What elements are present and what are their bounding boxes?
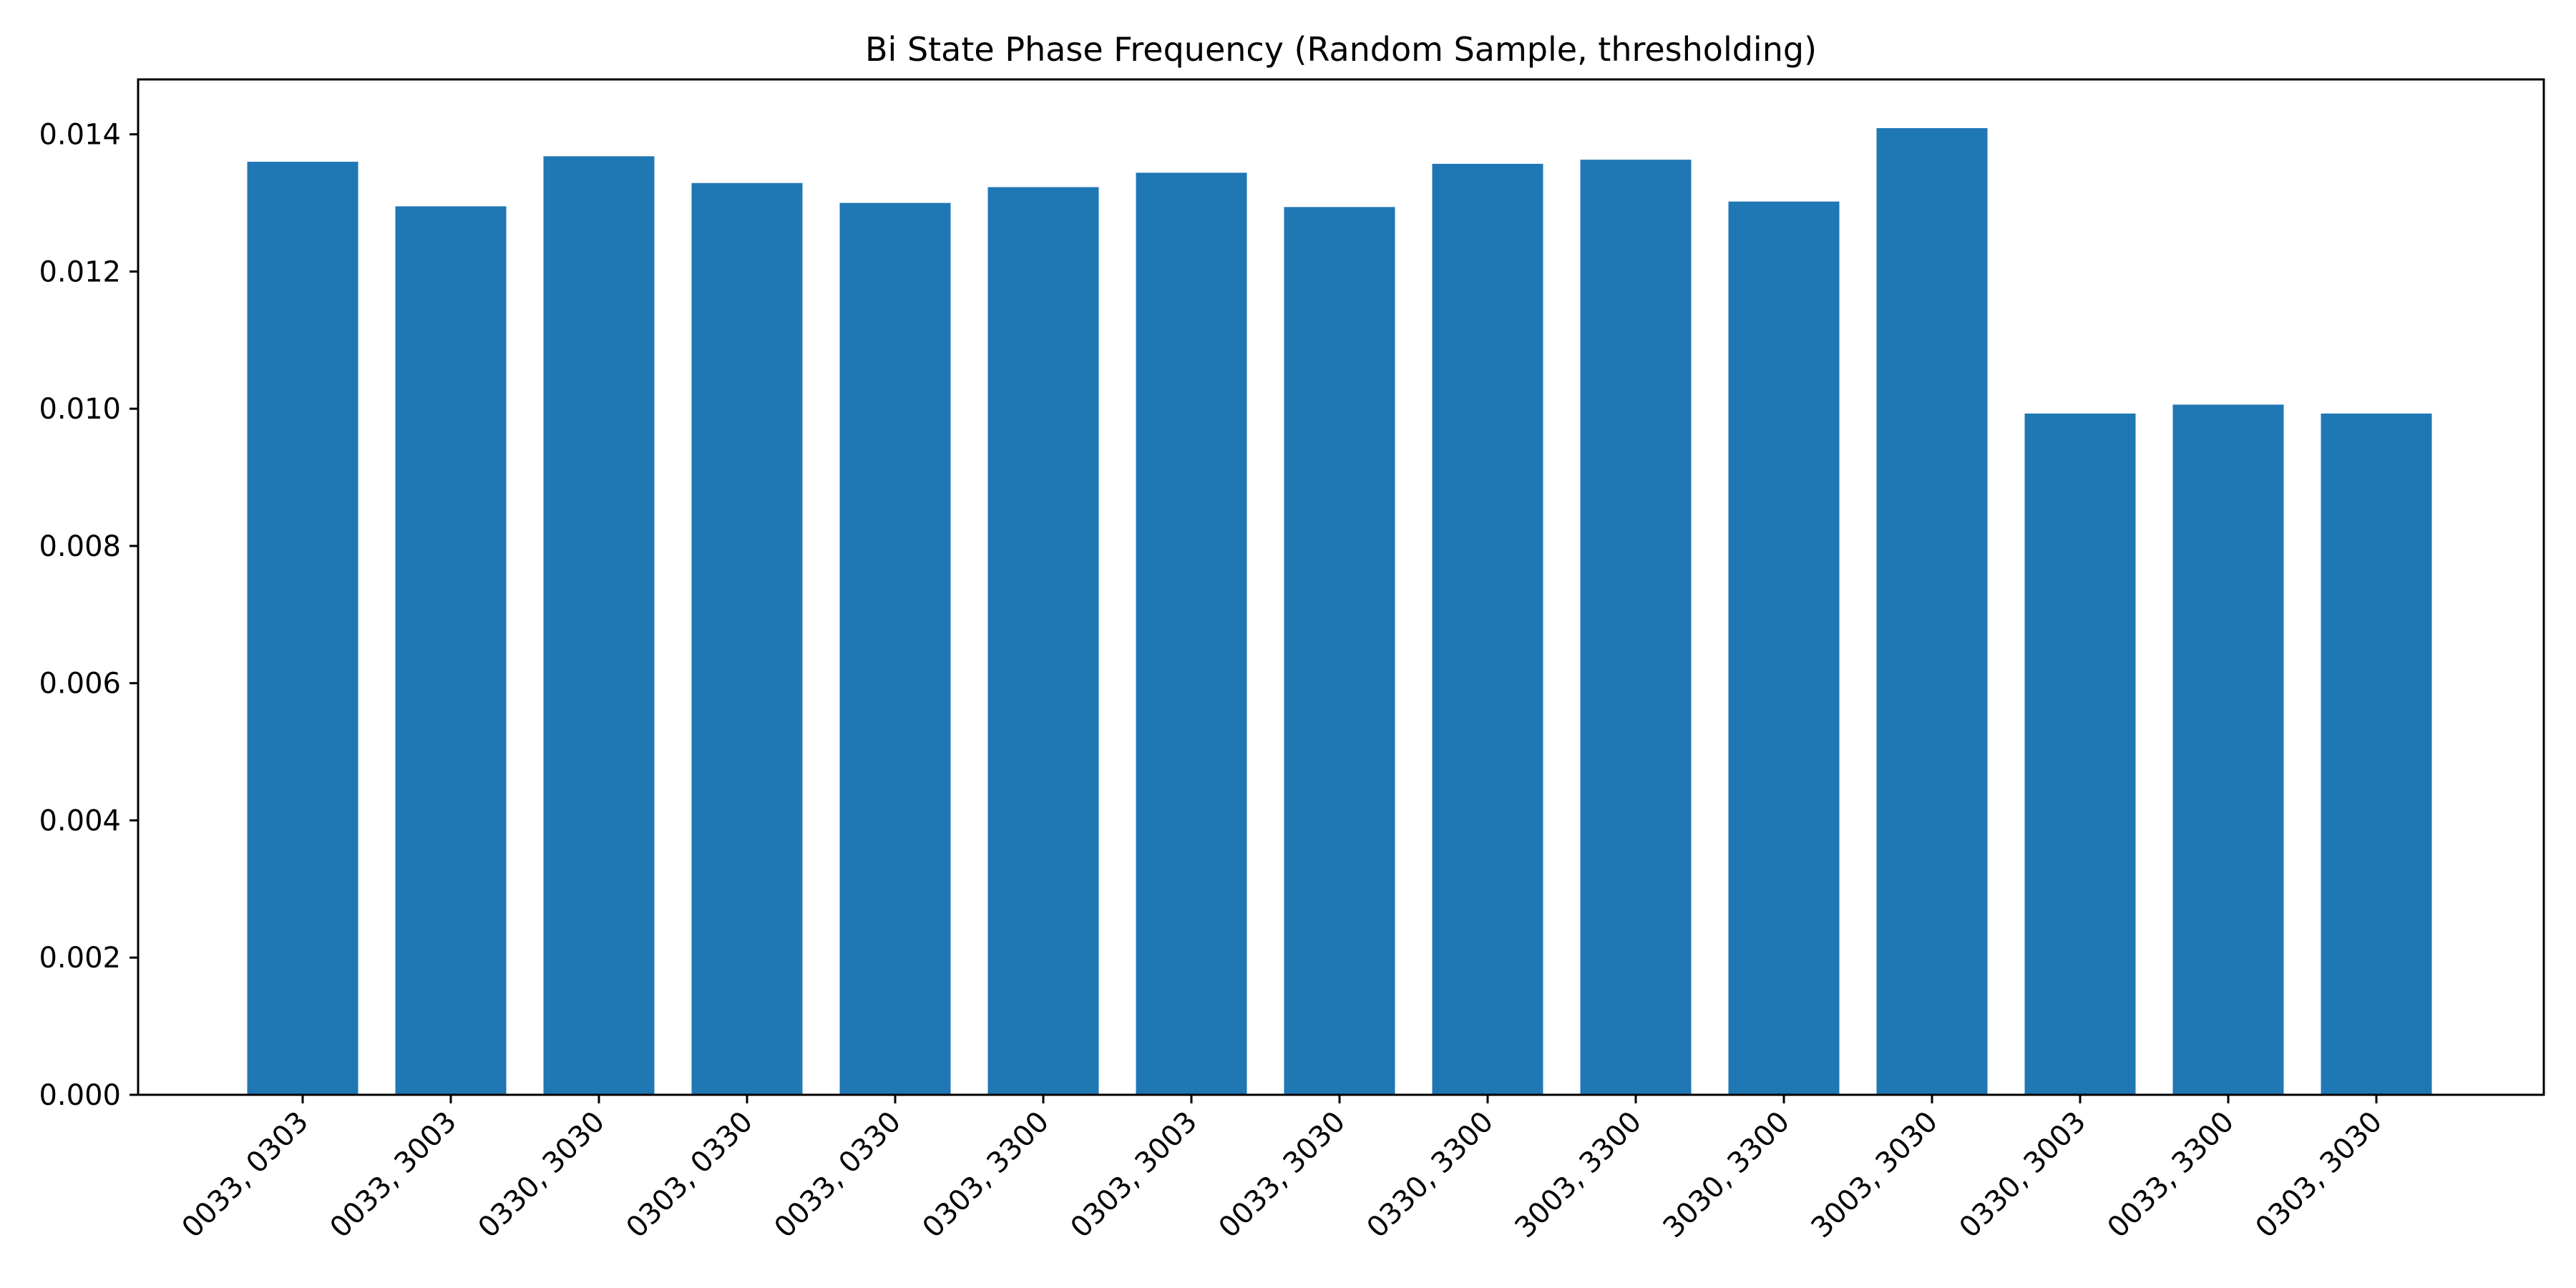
chart-title: Bi State Phase Frequency (Random Sample,… bbox=[865, 30, 1817, 69]
x-tick-label-4: 0033, 0330 bbox=[769, 1106, 907, 1244]
x-tick-label-7: 0033, 3030 bbox=[1213, 1106, 1352, 1244]
x-tick-label-14: 0303, 3030 bbox=[2250, 1106, 2389, 1244]
bar-5 bbox=[987, 187, 1099, 1095]
x-tick-label-12: 0330, 3003 bbox=[1953, 1106, 2092, 1244]
x-axis: 0033, 0303 0033, 3003 0330, 3030 0303, 0330… bbox=[176, 1095, 2389, 1244]
y-tick-label-6: 0.012 bbox=[39, 255, 121, 288]
x-tick-label-2: 0330, 3030 bbox=[472, 1106, 611, 1244]
bars-layer bbox=[247, 128, 2432, 1096]
y-tick-label-2: 0.004 bbox=[39, 804, 121, 837]
x-tick-label-10: 3030, 3300 bbox=[1657, 1106, 1796, 1244]
x-tick-label-13: 0033, 3300 bbox=[2102, 1106, 2240, 1244]
plot-frame bbox=[137, 78, 2545, 1096]
y-axis: 0.000 0.002 0.004 0.006 0.008 0.010 0.012 0.014 bbox=[39, 119, 138, 1112]
bar-13 bbox=[2172, 404, 2284, 1095]
x-tick-label-0: 0033, 0303 bbox=[176, 1106, 315, 1244]
bar-9 bbox=[1580, 160, 1692, 1095]
y-tick-label-5: 0.010 bbox=[39, 393, 121, 426]
x-tick-label-1: 0033, 3003 bbox=[324, 1106, 463, 1244]
bar-12 bbox=[2024, 413, 2136, 1095]
x-tick-label-6: 0303, 3003 bbox=[1065, 1106, 1204, 1244]
x-tick-label-9: 3003, 3300 bbox=[1509, 1106, 1648, 1244]
bar-8 bbox=[1432, 163, 1543, 1095]
bar-10 bbox=[1728, 201, 1840, 1095]
x-tick-label-5: 0303, 3300 bbox=[917, 1106, 1055, 1244]
bar-14 bbox=[2321, 413, 2432, 1095]
bar-7 bbox=[1284, 207, 1395, 1096]
y-tick-label-4: 0.008 bbox=[39, 530, 121, 563]
bar-0 bbox=[247, 162, 358, 1095]
y-tick-label-1: 0.002 bbox=[39, 942, 121, 975]
x-tick-label-3: 0303, 0330 bbox=[620, 1106, 759, 1244]
bar-11 bbox=[1876, 128, 1988, 1096]
bar-6 bbox=[1136, 172, 1247, 1096]
bar-3 bbox=[691, 182, 803, 1095]
y-tick-label-3: 0.006 bbox=[39, 668, 121, 701]
y-tick-label-7: 0.014 bbox=[39, 119, 121, 152]
x-tick-label-8: 0330, 3300 bbox=[1361, 1106, 1500, 1244]
bar-1 bbox=[395, 206, 507, 1095]
bar-4 bbox=[839, 203, 951, 1096]
y-tick-label-0: 0.000 bbox=[39, 1079, 121, 1112]
bar-2 bbox=[543, 156, 655, 1095]
x-tick-label-11: 3003, 3030 bbox=[1805, 1106, 1944, 1244]
